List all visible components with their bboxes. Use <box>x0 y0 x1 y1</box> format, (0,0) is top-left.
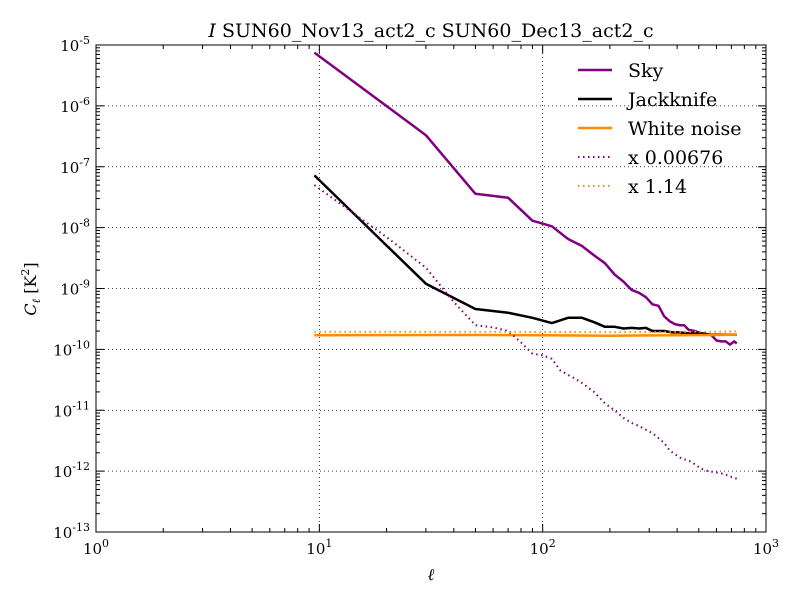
y-axis-label-symbol: C <box>21 303 40 315</box>
series-line-x-1-14 <box>314 330 737 334</box>
x-tick-label: 100 <box>83 537 109 558</box>
x-axis-label: ℓ <box>428 565 435 584</box>
y-tick-label: 10-8 <box>60 217 90 238</box>
y-tick-label: 10-7 <box>60 156 90 177</box>
y-tick-label-base: 10 <box>53 341 72 359</box>
y-tick-label-base: 10 <box>60 98 79 116</box>
x-tick-label-exponent: 0 <box>102 537 109 550</box>
series-line-sky <box>313 51 738 346</box>
y-tick-label: 10-9 <box>60 278 90 299</box>
legend-label-white-noise: White noise <box>628 118 742 140</box>
y-tick-label-exponent: -10 <box>72 338 90 351</box>
y-tick-label-exponent: -6 <box>79 95 90 108</box>
legend-label-x-0-00676: x 0.00676 <box>628 147 723 169</box>
x-tick-label-base: 10 <box>306 540 325 558</box>
series-line-white-noise <box>314 333 737 337</box>
x-tick-label-exponent: 2 <box>549 537 556 550</box>
x-tick-label: 103 <box>753 537 779 558</box>
y-tick-label-exponent: -11 <box>72 399 90 412</box>
chart-title-prefix: I <box>207 20 216 42</box>
y-tick-label: 10-13 <box>53 521 90 542</box>
y-tick-label-base: 10 <box>53 524 72 542</box>
y-tick-label-base: 10 <box>53 402 72 420</box>
legend-label-x-1-14: x 1.14 <box>628 176 687 198</box>
x-tick-label-exponent: 1 <box>325 537 332 550</box>
y-axis-label-unit: [K <box>21 275 40 294</box>
axis-ticks <box>95 44 767 533</box>
y-axis-label-unit-close: ] <box>21 262 40 268</box>
legend-label-sky: Sky <box>628 60 664 82</box>
legend: Sky Jackknife White noise x 0.00676 x 1.14 <box>578 60 742 198</box>
y-tick-label-base: 10 <box>53 463 72 481</box>
x-tick-label-base: 10 <box>530 540 549 558</box>
x-tick-labels: 100 101 102 103 <box>83 537 779 558</box>
x-tick-label-exponent: 3 <box>772 537 779 550</box>
y-tick-label-exponent: -5 <box>79 34 90 47</box>
y-axis-label: Cℓ [K2] <box>19 262 43 315</box>
x-tick-label: 101 <box>306 537 332 558</box>
chart-title-text: SUN60_Nov13_act2_c SUN60_Dec13_act2_c <box>222 20 654 42</box>
y-tick-label: 10-6 <box>60 95 90 116</box>
y-tick-label-base: 10 <box>60 37 79 55</box>
chart-title: I SUN60_Nov13_act2_c SUN60_Dec13_act2_c <box>207 20 653 42</box>
y-tick-label-exponent: -7 <box>79 156 90 169</box>
y-tick-label-exponent: -8 <box>79 217 90 230</box>
y-tick-label-base: 10 <box>60 220 79 238</box>
legend-label-jackknife: Jackknife <box>626 89 717 111</box>
y-tick-label: 10-12 <box>53 460 90 481</box>
y-tick-label-exponent: -9 <box>79 278 90 291</box>
y-tick-label: 10-5 <box>60 34 90 55</box>
series-line-x-0-00676 <box>313 184 738 480</box>
y-tick-label-base: 10 <box>60 281 79 299</box>
y-tick-label: 10-10 <box>53 338 90 359</box>
y-axis-label-subscript: ℓ <box>30 298 43 303</box>
x-tick-label: 102 <box>530 537 556 558</box>
y-tick-label-exponent: -12 <box>72 460 90 473</box>
y-tick-label-base: 10 <box>60 159 79 177</box>
y-axis-label-unit-sup: 2 <box>19 269 32 276</box>
x-tick-label-base: 10 <box>83 540 102 558</box>
x-tick-label-base: 10 <box>753 540 772 558</box>
series-lines <box>313 51 738 480</box>
y-tick-label: 10-11 <box>53 399 90 420</box>
y-tick-label-exponent: -13 <box>72 521 90 534</box>
